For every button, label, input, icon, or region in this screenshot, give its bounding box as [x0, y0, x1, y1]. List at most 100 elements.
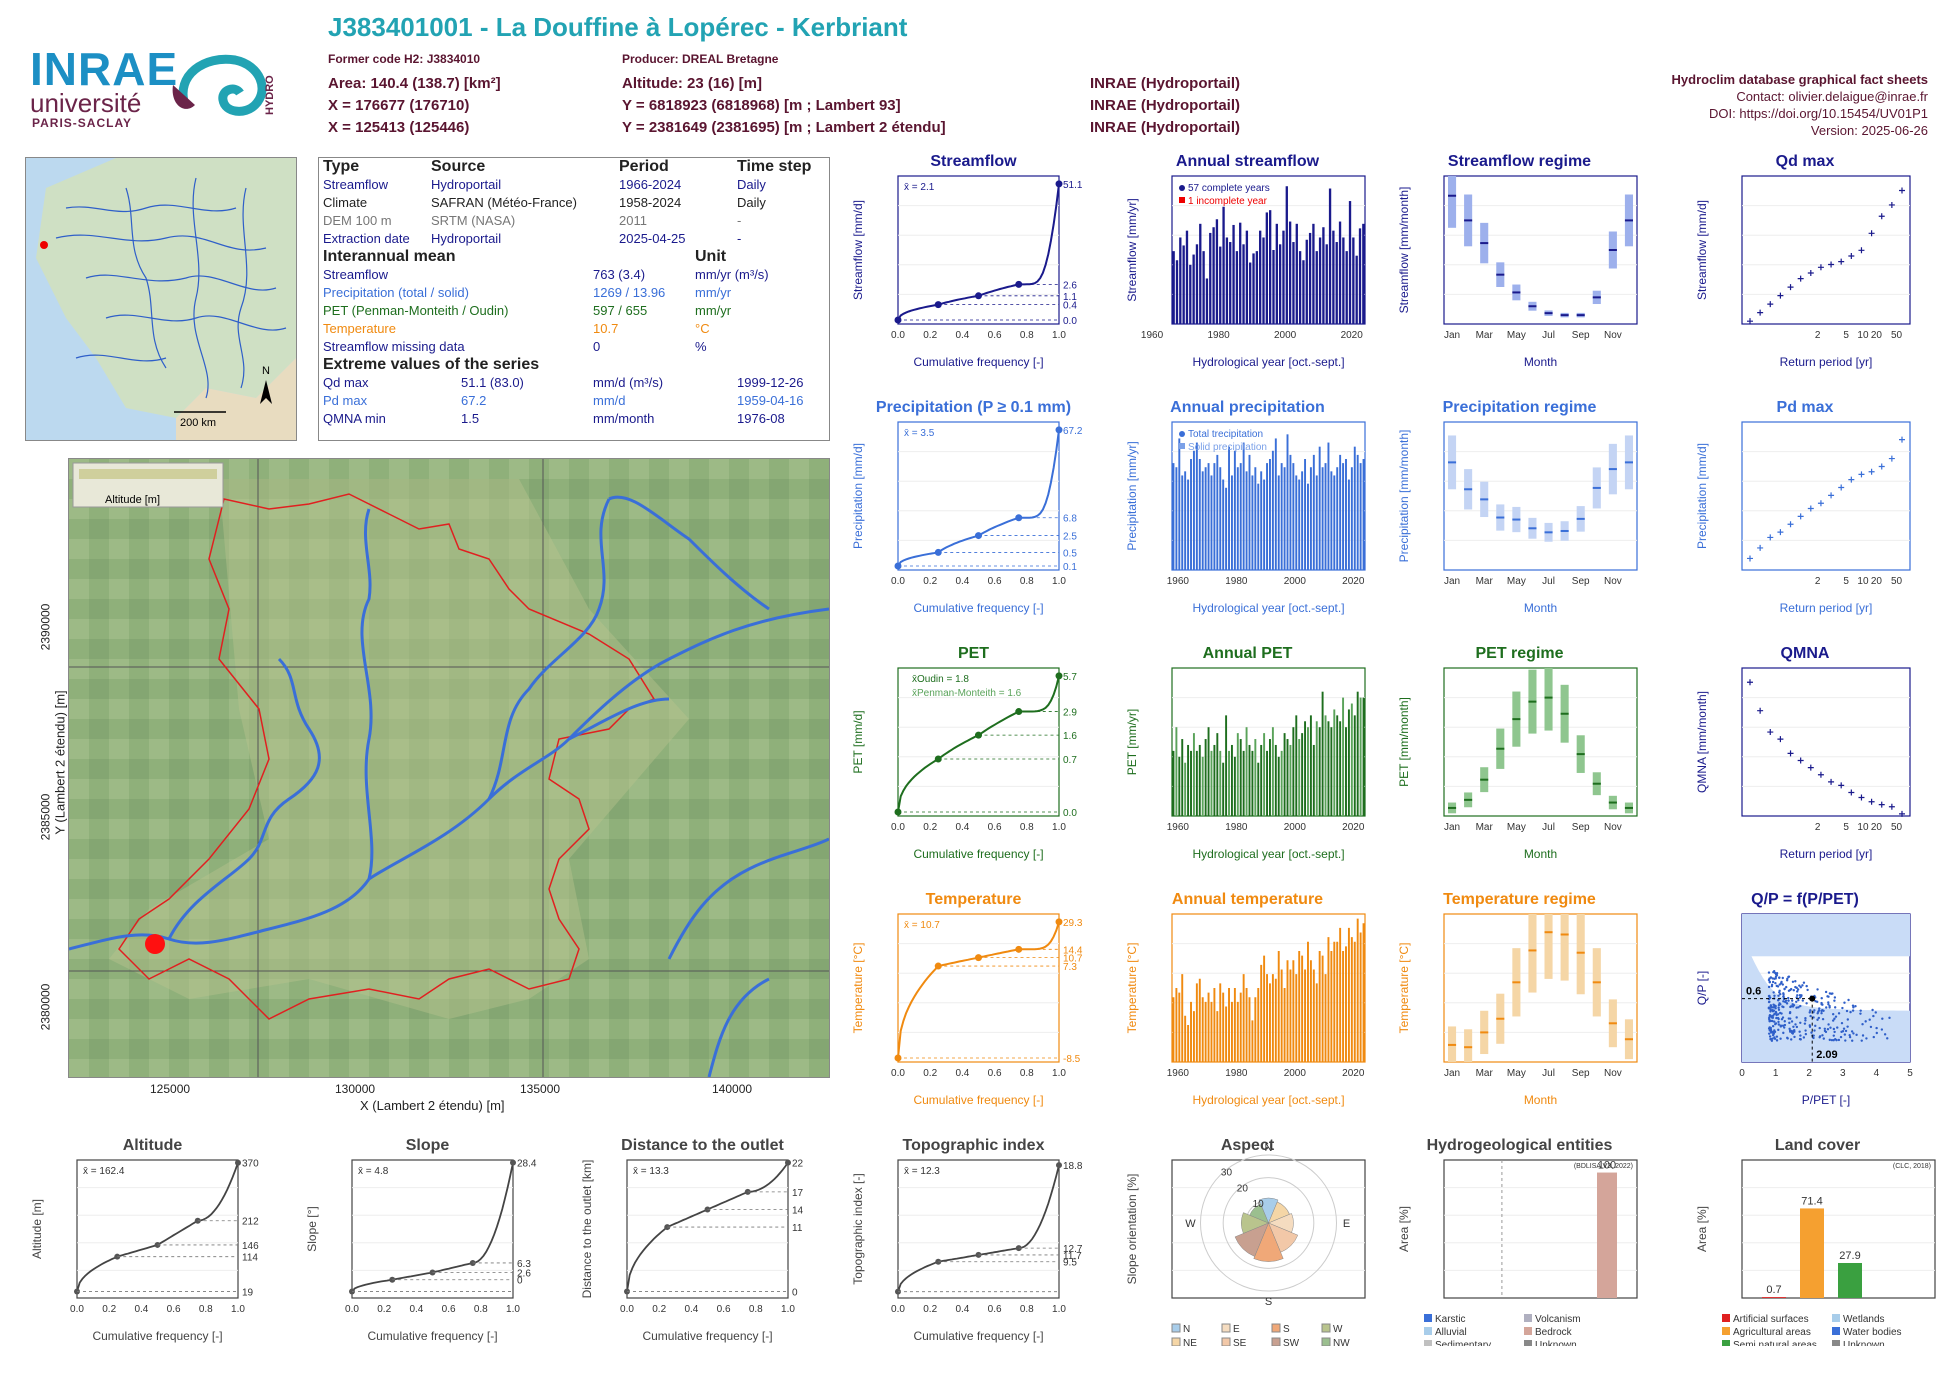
return-period-point [1878, 463, 1885, 470]
x-tick-label: 0.8 [1020, 576, 1034, 587]
qp-point [1776, 985, 1780, 988]
qp-point [1833, 999, 1836, 1002]
qp-point [1818, 1036, 1821, 1039]
return-period-point [1787, 284, 1794, 291]
qp-point [1789, 987, 1793, 991]
x-tick-label: 0.8 [1020, 1304, 1034, 1315]
annual-bar [1295, 974, 1298, 1062]
annual-bar [1185, 230, 1189, 324]
x-tick-label: Sep [1572, 1068, 1590, 1079]
qp-point [1798, 984, 1801, 987]
annual-bar [1272, 250, 1275, 324]
hydro-logo: HYDRO [172, 54, 276, 116]
quantile-label: 1.6 [1063, 731, 1077, 742]
unit-title: Unit [695, 248, 727, 265]
annual-bar [1236, 733, 1239, 816]
qp-point [1828, 1038, 1831, 1042]
bar-value-label: 71.4 [1801, 1195, 1822, 1207]
panel-qmna: QMNA QMNA [mm/month] Return period [yr] 2 5 1… [1690, 644, 1920, 864]
qp-point [1820, 1009, 1823, 1013]
annual-bar [1271, 974, 1274, 1062]
x-tick-label: Nov [1604, 822, 1622, 833]
qp-point [1825, 1006, 1828, 1009]
legend-entry: Unknown [1843, 1340, 1885, 1346]
annual-bar [1274, 978, 1277, 1062]
y-axis-label: Area [%] [1397, 1206, 1411, 1252]
quantile-label: 5.7 [1063, 672, 1077, 683]
annual-bar [1230, 744, 1233, 816]
qp-point [1827, 1023, 1830, 1026]
annual-bar [1336, 467, 1339, 570]
map-xtick-2: 135000 [520, 1082, 561, 1096]
annual-bar [1242, 974, 1245, 1062]
annual-bar [1175, 260, 1179, 324]
x-tick-label: 50 [1891, 330, 1903, 341]
y-lambert93: Y = 6818923 (6818968) [m ; Lambert 93] [622, 97, 901, 114]
x-tick-label: 1960 [1167, 576, 1190, 587]
regime-box [1576, 914, 1585, 995]
x-tick-label: 0.4 [955, 1304, 969, 1315]
map-xtick-1: 130000 [335, 1082, 376, 1096]
annual-bar [1271, 450, 1274, 570]
return-period-point [1797, 275, 1804, 282]
x-tick-label: 1.0 [1052, 330, 1066, 341]
qp-point [1781, 983, 1785, 986]
annual-bar [1277, 951, 1280, 1062]
qp-point [1775, 1013, 1778, 1017]
quantile-label: 67.2 [1063, 426, 1083, 437]
annual-bar [1327, 937, 1330, 1062]
annual-bar [1260, 964, 1263, 1062]
quantile-label: 18.8 [1063, 1161, 1083, 1172]
quantile-label: 0 [517, 1276, 523, 1287]
annual-bar [1233, 988, 1236, 1062]
x-tick-label: 0.4 [134, 1304, 148, 1315]
annual-bar [1184, 471, 1187, 570]
annual-bar [1198, 978, 1201, 1062]
qp-point [1883, 1033, 1887, 1036]
annual-bar [1269, 210, 1272, 324]
x-tick-label: 0.8 [474, 1304, 488, 1315]
map-ytick-0: 2390000 [38, 603, 53, 651]
qp-point [1795, 996, 1798, 999]
x-tick-label: Mar [1476, 576, 1494, 587]
x-axis-label: Return period [yr] [1780, 355, 1873, 369]
x-tick-label: 1960 [1167, 822, 1190, 833]
aspect-sector [1253, 1222, 1284, 1262]
qp-point [1790, 1020, 1794, 1023]
qp-point [1833, 1006, 1837, 1009]
annual-bar [1312, 744, 1315, 816]
annual-bar [1277, 756, 1280, 816]
qp-point [1845, 1009, 1849, 1013]
aspect-sector [1249, 1203, 1269, 1224]
legend-entry: Sedimentary [1435, 1340, 1491, 1346]
x-tick-label: 0.0 [891, 330, 905, 341]
x-tick-label: 1.0 [1052, 1068, 1066, 1079]
qp-point [1844, 1039, 1847, 1042]
annual-bar [1283, 733, 1286, 816]
qp-point [1808, 1024, 1811, 1027]
annual-bar [1225, 237, 1229, 324]
annual-bar [1219, 750, 1222, 816]
x-tick-label: 10 [1857, 822, 1869, 833]
return-period-point [1757, 707, 1764, 714]
mean-pm-label: x̄Penman-Monteith = 1.6 [912, 688, 1022, 699]
qp-point [1798, 993, 1802, 997]
x-lambert93: X = 176677 (176710) [328, 97, 470, 114]
bar-value-label: 100 [1598, 1160, 1616, 1172]
annual-bar [1172, 251, 1175, 324]
annual-bar [1339, 721, 1342, 816]
x-tick-label: 1.0 [1052, 576, 1066, 587]
annual-bar [1333, 475, 1336, 570]
qp-point [1767, 994, 1771, 998]
qp-point [1835, 1038, 1838, 1042]
qp-point [1868, 1018, 1871, 1021]
qp-point [1805, 1002, 1808, 1005]
version: Version: 2025-06-26 [1810, 123, 1928, 138]
annual-bar [1271, 727, 1274, 816]
qp-point [1828, 1004, 1831, 1008]
x-tick-label: 1.0 [1052, 1304, 1066, 1315]
row-climate-type: Climate [323, 195, 368, 210]
annual-bar [1172, 463, 1175, 570]
panel-streamflow: Streamflow Streamflow [mm/d] Cumulative fr… [846, 152, 1101, 372]
legend-entry: Unknown [1535, 1340, 1577, 1346]
